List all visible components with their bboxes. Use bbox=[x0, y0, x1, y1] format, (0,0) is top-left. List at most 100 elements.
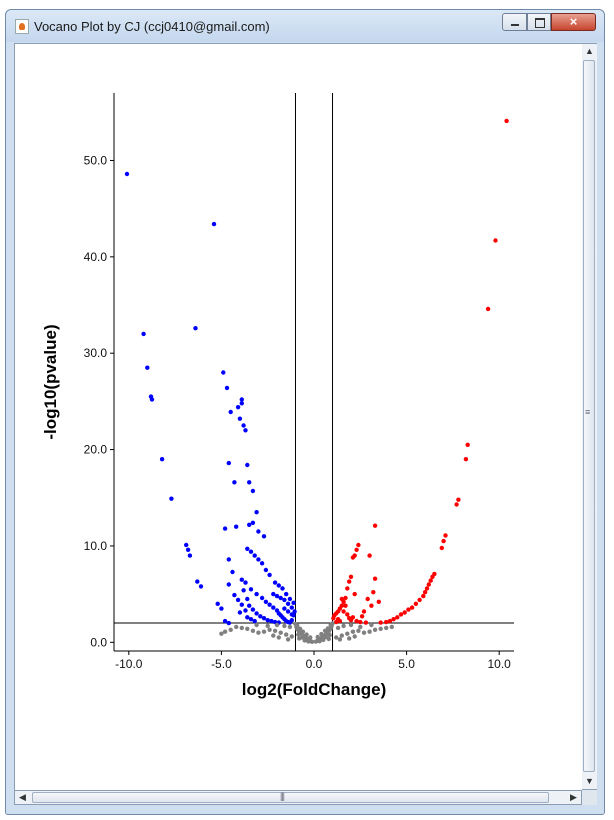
data-point bbox=[289, 634, 294, 639]
data-point bbox=[285, 609, 291, 614]
data-point bbox=[426, 582, 431, 587]
data-point bbox=[221, 370, 226, 375]
data-point bbox=[384, 625, 389, 631]
data-point bbox=[256, 557, 261, 562]
close-button[interactable]: × bbox=[551, 13, 596, 31]
x-tick-label: 10.0 bbox=[488, 657, 512, 671]
data-point bbox=[341, 609, 346, 614]
data-point bbox=[234, 524, 239, 529]
data-point bbox=[331, 616, 336, 621]
java-app-icon bbox=[15, 19, 29, 34]
data-point bbox=[428, 578, 433, 583]
data-point bbox=[323, 634, 329, 640]
data-point bbox=[228, 409, 233, 415]
data-point bbox=[258, 614, 263, 619]
data-point bbox=[443, 533, 448, 538]
data-point bbox=[395, 615, 400, 620]
data-point bbox=[276, 583, 281, 588]
data-point bbox=[239, 397, 244, 402]
data-point bbox=[354, 547, 359, 552]
title-bar[interactable]: Vocano Plot by CJ (ccj0410@gmail.com) × bbox=[6, 10, 604, 42]
data-point bbox=[343, 603, 348, 608]
data-point bbox=[215, 601, 220, 606]
data-point bbox=[287, 624, 293, 630]
data-point bbox=[441, 538, 446, 544]
data-point bbox=[299, 635, 305, 640]
data-point bbox=[321, 637, 326, 643]
data-point bbox=[334, 635, 339, 640]
data-point bbox=[271, 605, 276, 610]
data-point bbox=[376, 599, 381, 604]
data-point bbox=[430, 574, 435, 579]
data-point bbox=[232, 592, 237, 598]
maximize-button[interactable] bbox=[527, 13, 551, 31]
data-point bbox=[252, 618, 257, 624]
vertical-scrollbar[interactable]: ▲ ▼ bbox=[582, 43, 597, 790]
y-tick-label: 10.0 bbox=[84, 539, 108, 553]
data-point bbox=[369, 622, 374, 628]
data-point bbox=[243, 428, 248, 433]
data-point bbox=[409, 605, 415, 610]
data-point bbox=[308, 635, 313, 640]
data-point bbox=[367, 629, 372, 634]
data-point bbox=[271, 633, 276, 638]
data-point bbox=[195, 579, 200, 584]
data-point bbox=[272, 580, 278, 585]
y-tick-label: 0.0 bbox=[90, 635, 107, 649]
data-point bbox=[300, 629, 306, 634]
data-point bbox=[198, 584, 204, 589]
data-point bbox=[284, 632, 289, 637]
scroll-right-icon[interactable]: ▶ bbox=[570, 792, 577, 802]
data-point bbox=[454, 502, 459, 507]
data-point bbox=[439, 545, 444, 551]
data-point bbox=[352, 634, 357, 639]
horizontal-scroll-thumb[interactable] bbox=[32, 791, 549, 803]
data-point bbox=[345, 612, 350, 617]
data-point bbox=[256, 529, 261, 534]
data-point bbox=[422, 590, 428, 595]
data-point bbox=[317, 639, 322, 644]
data-point bbox=[282, 606, 287, 611]
data-point bbox=[339, 633, 344, 638]
data-point bbox=[398, 612, 404, 617]
data-point bbox=[304, 632, 309, 637]
data-point bbox=[456, 497, 461, 502]
y-tick-label: 50.0 bbox=[84, 153, 108, 167]
data-point bbox=[243, 608, 248, 613]
data-point bbox=[245, 462, 250, 468]
data-point bbox=[504, 118, 509, 124]
data-point bbox=[267, 602, 272, 607]
data-point bbox=[359, 614, 365, 619]
data-point bbox=[226, 460, 231, 466]
data-point bbox=[378, 620, 383, 625]
data-point bbox=[193, 326, 198, 331]
data-point bbox=[339, 596, 344, 602]
data-point bbox=[282, 597, 287, 603]
data-point bbox=[363, 620, 369, 625]
data-point bbox=[292, 609, 297, 614]
data-point bbox=[272, 628, 278, 633]
data-point bbox=[237, 610, 243, 615]
scroll-up-icon[interactable]: ▲ bbox=[585, 46, 594, 56]
scroll-left-icon[interactable]: ◀ bbox=[19, 792, 26, 802]
data-point bbox=[417, 597, 422, 603]
data-point bbox=[358, 619, 363, 625]
scroll-down-icon[interactable]: ▼ bbox=[585, 776, 594, 786]
data-point bbox=[348, 574, 354, 579]
vertical-scroll-thumb[interactable] bbox=[583, 60, 595, 772]
data-point bbox=[267, 627, 272, 632]
window-title: Vocano Plot by CJ (ccj0410@gmail.com) bbox=[34, 19, 270, 34]
horizontal-scrollbar[interactable]: ◀ ▶ bbox=[14, 790, 582, 805]
plot-area: 0.0 10.0 20.0 30.0 40.0 50.0 -10.0 -5.0 0.0 5.0 10… bbox=[84, 93, 514, 671]
data-point bbox=[261, 629, 267, 634]
data-point bbox=[222, 618, 228, 624]
minimize-button[interactable] bbox=[502, 13, 527, 31]
data-point bbox=[269, 618, 274, 624]
data-point bbox=[254, 611, 259, 616]
data-point bbox=[219, 631, 224, 636]
data-point bbox=[159, 457, 165, 462]
data-point bbox=[280, 586, 285, 591]
data-point bbox=[222, 629, 228, 634]
data-point bbox=[263, 567, 269, 573]
